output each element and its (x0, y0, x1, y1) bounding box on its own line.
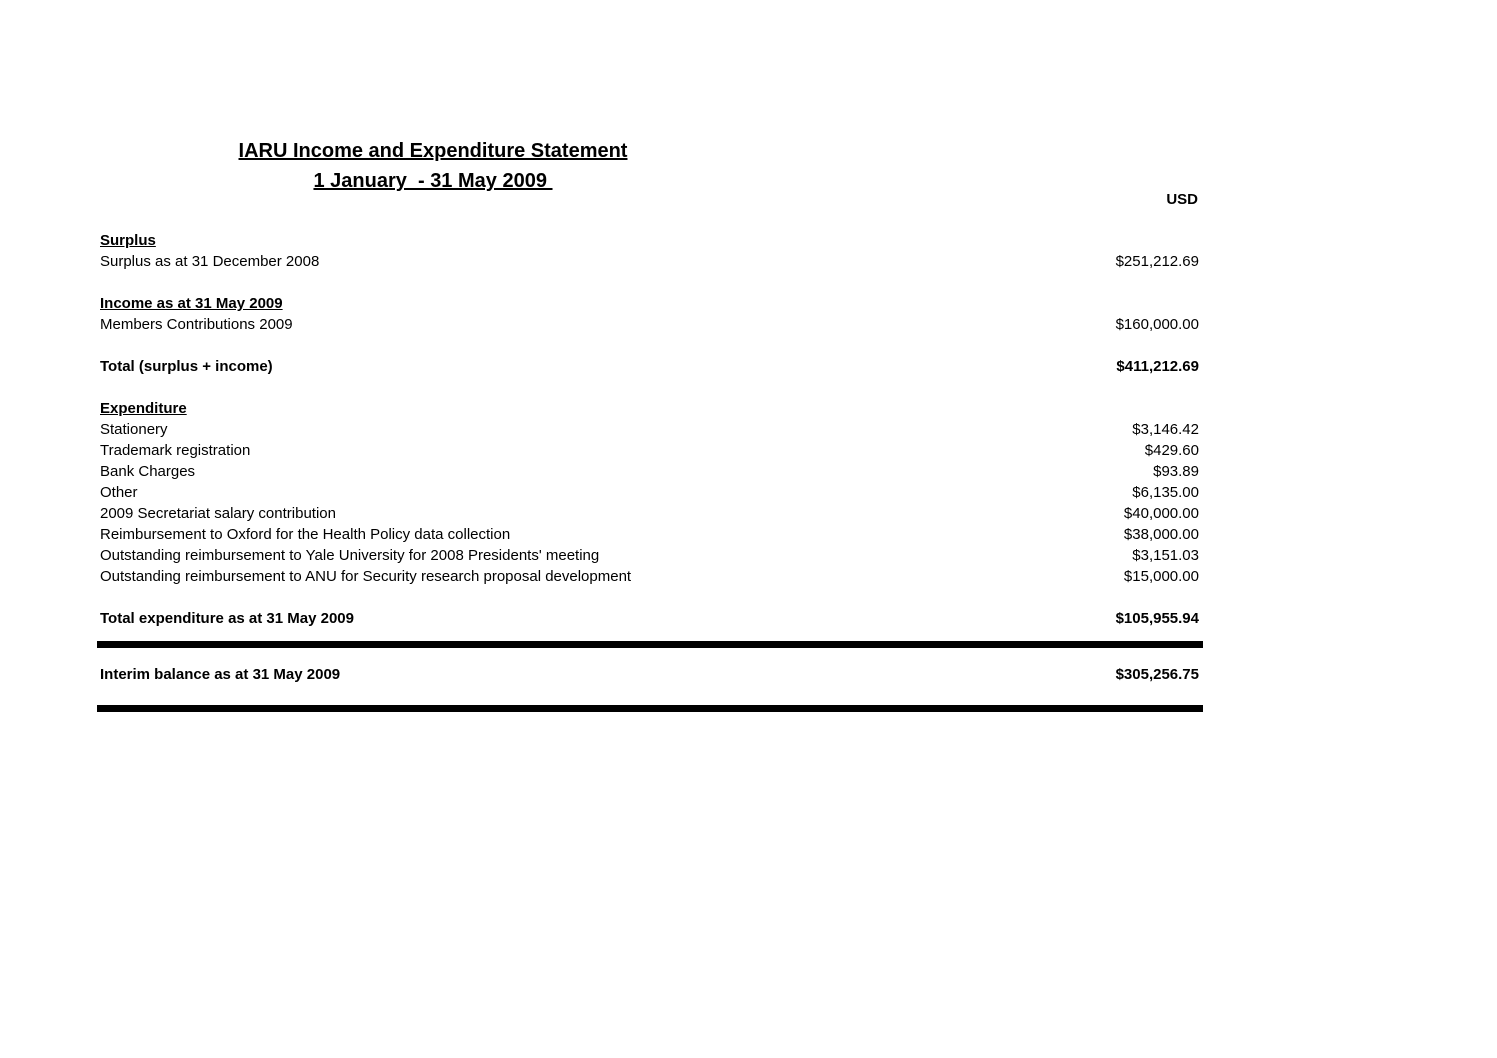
row-label: Other (100, 484, 138, 501)
row-value: $305,256.75 (1115, 666, 1199, 683)
statement-row-item: Trademark registration $429.60 (100, 440, 1199, 461)
row-label: Reimbursement to Oxford for the Health P… (100, 526, 511, 543)
row-value: $6,135.00 (1132, 484, 1199, 501)
row-label: Bank Charges (100, 463, 196, 480)
row-value: $160,000.00 (1115, 316, 1199, 333)
row-value: $40,000.00 (1123, 505, 1199, 522)
statement-row-item: Surplus as at 31 December 2008 $251,212.… (100, 251, 1199, 272)
statement-row-item: Reimbursement to Oxford for the Health P… (100, 524, 1199, 545)
row-label: Outstanding reimbursement to Yale Univer… (100, 547, 600, 564)
row-label: 2009 Secretariat salary contribution (100, 505, 336, 522)
row-value: $411,212.69 (1116, 358, 1199, 375)
row-value: $3,151.03 (1132, 547, 1199, 564)
row-label: Outstanding reimbursement to ANU for Sec… (100, 568, 632, 585)
row-value: $251,212.69 (1115, 253, 1199, 270)
title-line-2: 1 January - 31 May 2009 (313, 170, 553, 192)
statement-row-item: 2009 Secretariat salary contribution $40… (100, 503, 1199, 524)
row-label: Income as at 31 May 2009 (100, 295, 283, 312)
title-line-1: IARU Income and Expenditure Statement (238, 140, 628, 162)
currency-label: USD (1166, 191, 1198, 208)
statement-row-total: Interim balance as at 31 May 2009 $305,2… (100, 664, 1199, 685)
statement-row-item: Other $6,135.00 (100, 482, 1199, 503)
statement-row-section_heading: Surplus (100, 230, 1199, 251)
statement-row-total: Total expenditure as at 31 May 2009 $105… (100, 608, 1199, 629)
total-rule (97, 641, 1203, 648)
row-label: Surplus as at 31 December 2008 (100, 253, 320, 270)
row-spacer (100, 272, 1199, 293)
row-label: Expenditure (100, 400, 187, 417)
statement-row-item: Bank Charges $93.89 (100, 461, 1199, 482)
row-value: $15,000.00 (1123, 568, 1199, 585)
row-label: Stationery (100, 421, 168, 438)
row-value: $93.89 (1153, 463, 1199, 480)
row-label: Total expenditure as at 31 May 2009 (100, 610, 354, 627)
statement-row-section_heading: Income as at 31 May 2009 (100, 293, 1199, 314)
row-label: Members Contributions 2009 (100, 316, 293, 333)
statement-row-item: Outstanding reimbursement to Yale Univer… (100, 545, 1199, 566)
row-value: $105,955.94 (1115, 610, 1199, 627)
row-spacer (100, 377, 1199, 398)
row-value: $3,146.42 (1132, 421, 1199, 438)
row-value: $429.60 (1144, 442, 1199, 459)
statement-row-item: Stationery $3,146.42 (100, 419, 1199, 440)
row-value: $38,000.00 (1123, 526, 1199, 543)
statement-rows: Surplus Surplus as at 31 December 2008 $… (97, 230, 1203, 712)
statement-row-total: Total (surplus + income) $411,212.69 (100, 356, 1199, 377)
statement-row-item: Members Contributions 2009 $160,000.00 (100, 314, 1199, 335)
row-label: Total (surplus + income) (100, 358, 273, 375)
row-label: Interim balance as at 31 May 2009 (100, 666, 341, 683)
statement-row-section_heading: Expenditure (100, 398, 1199, 419)
statement-row-item: Outstanding reimbursement to ANU for Sec… (100, 566, 1199, 587)
document-title: IARU Income and Expenditure Statement 1 … (196, 136, 670, 196)
row-label: Trademark registration (100, 442, 251, 459)
row-spacer (100, 587, 1199, 608)
bottom-rule (97, 705, 1203, 712)
row-spacer (100, 335, 1199, 356)
row-label: Surplus (100, 232, 156, 249)
